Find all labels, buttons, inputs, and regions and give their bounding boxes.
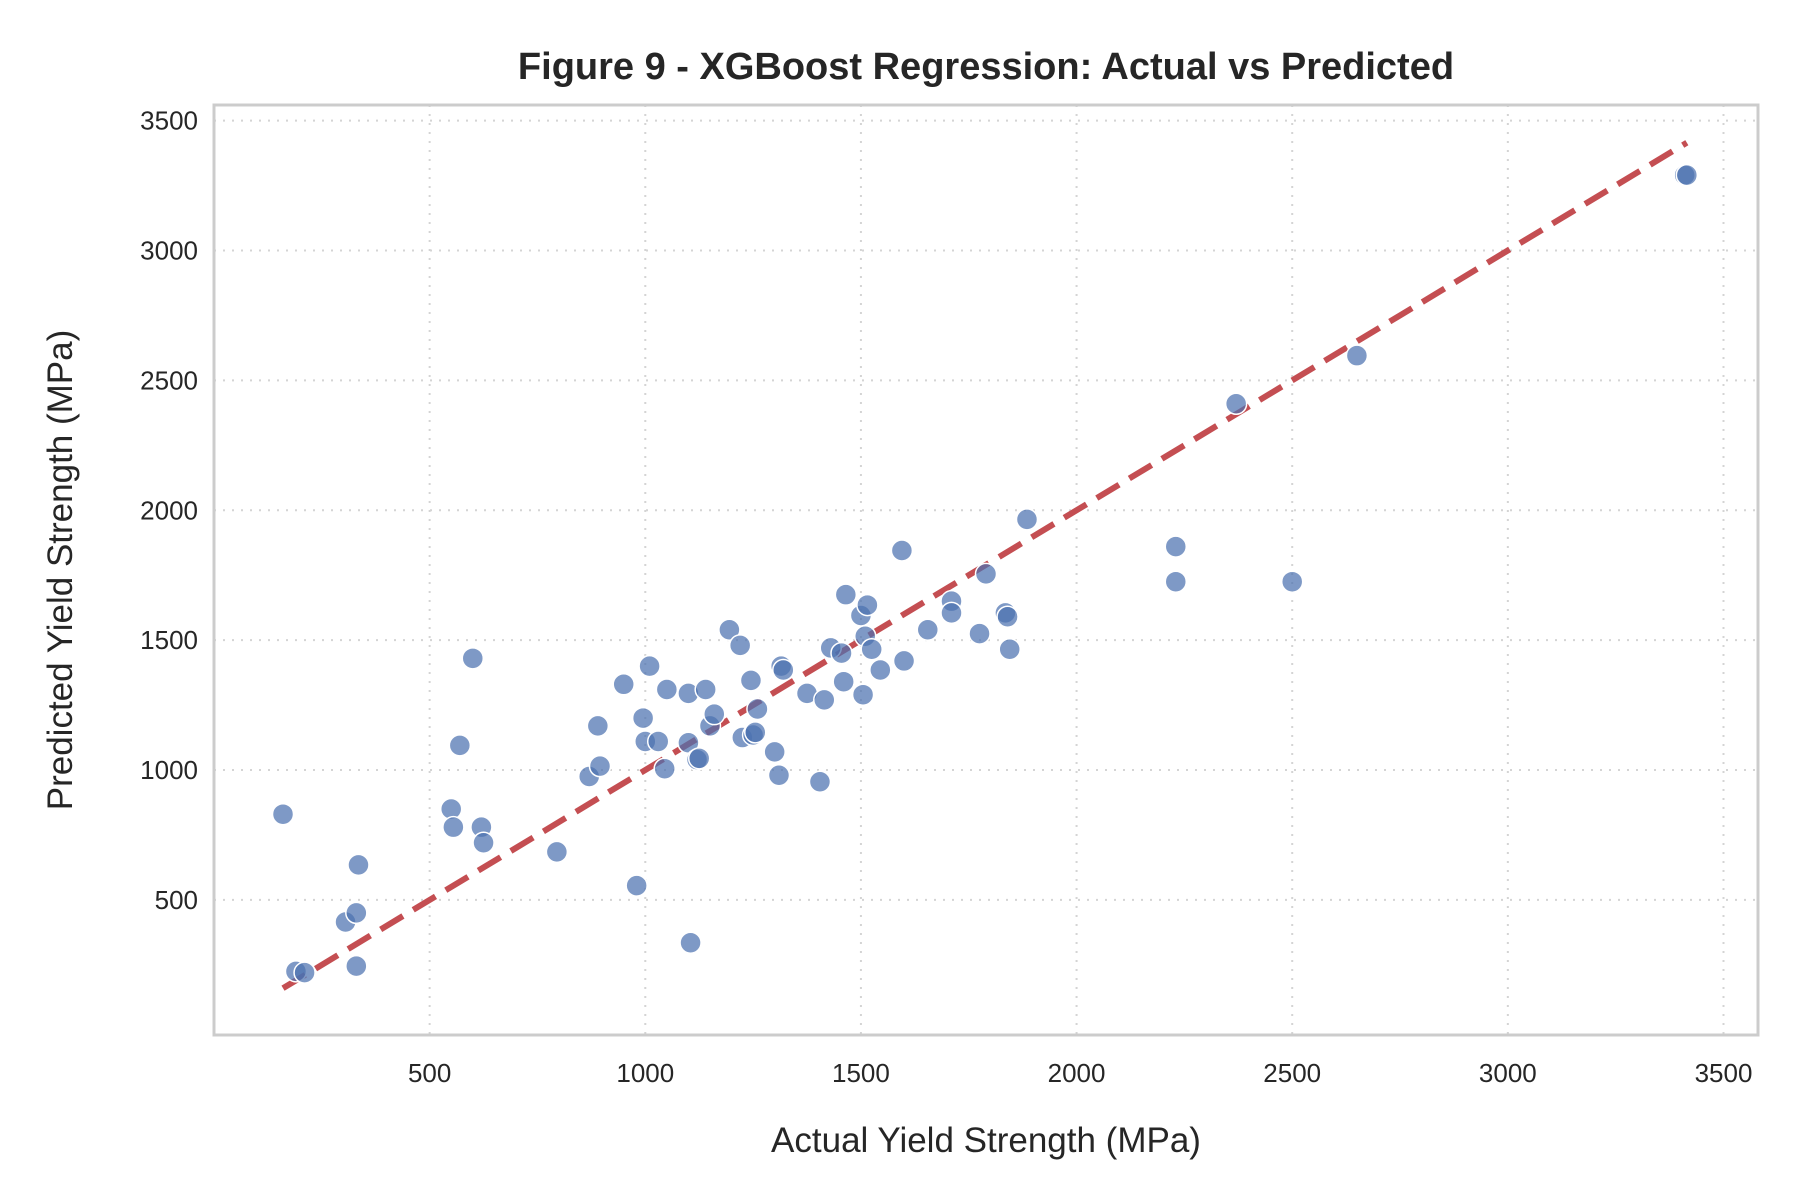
- data-point: [448, 734, 472, 757]
- scatter-points: [271, 163, 1699, 984]
- x-tick-label: 2000: [1048, 1058, 1106, 1088]
- data-point: [851, 683, 875, 706]
- data-point: [472, 831, 495, 855]
- data-point: [679, 931, 702, 955]
- data-point: [653, 757, 676, 780]
- data-point: [646, 730, 670, 753]
- y-tick-label: 3000: [140, 235, 198, 265]
- data-point: [461, 647, 485, 670]
- data-point: [586, 714, 610, 738]
- chart-title: Figure 9 - XGBoost Regression: Actual vs…: [518, 46, 1454, 88]
- data-point: [347, 853, 370, 877]
- data-point: [1164, 570, 1188, 593]
- data-point: [345, 954, 368, 978]
- data-point: [545, 840, 569, 864]
- y-tick-label: 2500: [140, 365, 198, 395]
- data-point: [1164, 535, 1188, 558]
- data-point: [813, 688, 836, 712]
- data-point: [718, 618, 741, 641]
- data-point: [856, 593, 879, 617]
- data-point: [772, 658, 795, 682]
- x-tick-label: 3500: [1695, 1058, 1753, 1088]
- data-point: [860, 637, 883, 661]
- x-tick-label: 3000: [1479, 1058, 1537, 1088]
- data-point: [345, 901, 368, 925]
- data-point: [830, 641, 853, 665]
- data-point: [271, 802, 295, 826]
- data-point: [834, 583, 858, 606]
- x-tick-label: 500: [408, 1058, 451, 1088]
- data-point: [968, 622, 991, 645]
- data-point: [832, 670, 855, 693]
- data-point: [1345, 344, 1369, 367]
- y-tick-label: 2000: [140, 495, 198, 525]
- x-axis-ticks: 500 1000 1500 2000 2500 3000 3500: [408, 1058, 1752, 1088]
- plot-frame: [212, 103, 1760, 1037]
- data-point: [687, 747, 711, 770]
- data-point: [694, 678, 717, 701]
- data-point: [588, 754, 612, 778]
- data-point: [763, 740, 786, 764]
- data-point: [767, 763, 791, 787]
- data-point: [638, 654, 661, 678]
- x-tick-label: 1000: [616, 1058, 674, 1088]
- data-point: [869, 658, 892, 682]
- data-point: [1675, 163, 1699, 187]
- x-axis-label: Actual Yield Strength (MPa): [771, 1121, 1201, 1160]
- data-point: [746, 697, 769, 721]
- data-point: [728, 634, 752, 657]
- data-point: [890, 539, 914, 562]
- data-point: [1015, 508, 1039, 531]
- data-point: [703, 702, 726, 726]
- data-point: [940, 601, 963, 625]
- x-tick-label: 1500: [832, 1058, 890, 1088]
- y-tick-label: 1000: [140, 755, 198, 785]
- data-point: [442, 815, 465, 839]
- data-point: [998, 637, 1021, 661]
- x-tick-label: 2500: [1263, 1058, 1321, 1088]
- data-point: [739, 669, 763, 692]
- data-point: [1224, 392, 1248, 415]
- data-point: [293, 961, 316, 984]
- y-tick-label: 3500: [140, 106, 198, 136]
- data-point: [625, 874, 648, 897]
- data-point: [1280, 570, 1304, 593]
- data-point: [631, 706, 655, 730]
- y-tick-label: 1500: [140, 625, 198, 655]
- data-point: [808, 770, 832, 793]
- data-point: [916, 618, 940, 641]
- y-tick-label: 500: [155, 885, 198, 915]
- data-point: [655, 678, 679, 701]
- data-point: [892, 649, 916, 673]
- data-point: [974, 562, 998, 586]
- data-point: [744, 721, 767, 744]
- y-axis-ticks: 500 1000 1500 2000 2500 3000 3500: [140, 106, 198, 915]
- data-point: [996, 605, 1019, 629]
- y-axis-label: Predicted Yield Strength (MPa): [41, 330, 80, 811]
- data-point: [612, 673, 635, 696]
